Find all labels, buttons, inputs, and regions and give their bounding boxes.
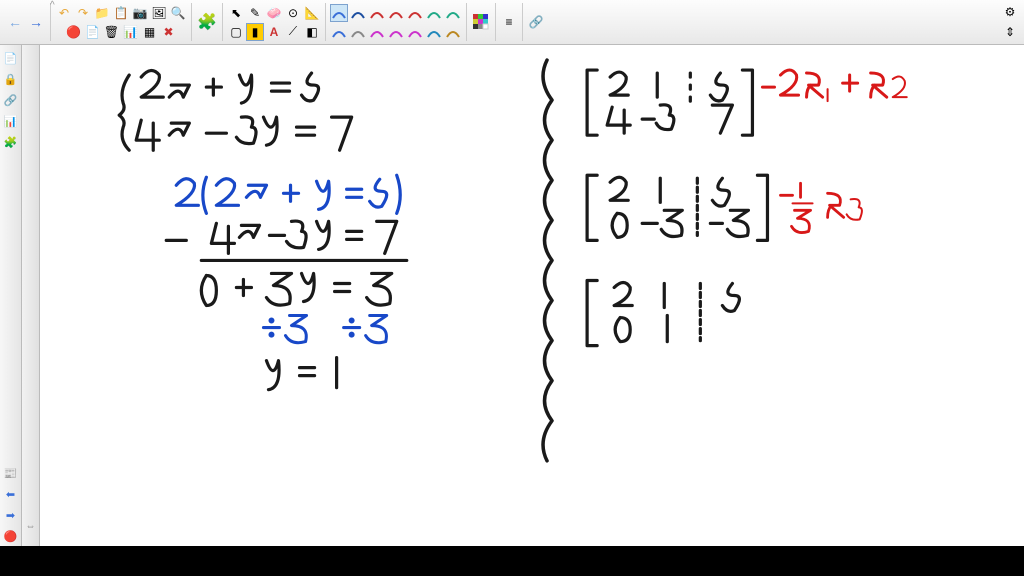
fill-tool[interactable]: ◧ — [303, 23, 321, 41]
pen-blue-2[interactable] — [349, 4, 367, 22]
pen-magenta-2[interactable] — [387, 23, 405, 41]
link-icon[interactable]: 🔗 — [527, 13, 545, 31]
clear-icon[interactable]: 🗑 — [103, 23, 121, 41]
pointer-tool[interactable]: ⬉ — [227, 4, 245, 22]
ruler-tool[interactable]: 📐 — [303, 4, 321, 22]
clipboard-icon[interactable]: 📋 — [112, 4, 130, 22]
pen-cyan[interactable] — [425, 23, 443, 41]
shape-tool[interactable]: ▢ — [227, 23, 245, 41]
resize-icon[interactable]: ⇕ — [1001, 23, 1019, 41]
pencil-tool[interactable]: ✎ — [246, 4, 264, 22]
palette-icon[interactable] — [471, 12, 491, 32]
forward-button[interactable]: → — [26, 12, 46, 32]
pen-red-1[interactable] — [368, 4, 386, 22]
pen-swatches-row2 — [330, 23, 462, 41]
whiteboard-canvas[interactable] — [40, 45, 1024, 546]
brush-tool[interactable]: ⟋ — [284, 23, 302, 41]
options-icon[interactable]: ≡ — [500, 13, 518, 31]
lasso-tool[interactable]: ⊙ — [284, 4, 302, 22]
text-tool[interactable]: A — [265, 23, 283, 41]
sb-doc-icon[interactable]: 📰 — [2, 464, 20, 482]
page-icon[interactable]: 📄 — [84, 23, 102, 41]
browse-icon[interactable]: 🔍 — [169, 4, 187, 22]
chart-icon[interactable]: 📊 — [122, 23, 140, 41]
handwriting-svg — [40, 45, 1024, 546]
pen-red-3[interactable] — [406, 4, 424, 22]
sb-puzzle-icon[interactable]: 🧩 — [2, 133, 20, 151]
redo-button[interactable]: ↷ — [74, 4, 92, 22]
sb-next-icon[interactable]: ➡ — [2, 506, 20, 524]
grid-icon[interactable]: ▦ — [141, 23, 159, 41]
bottom-bar — [0, 546, 1024, 576]
secondary-sidebar: ^ ⇔ — [22, 45, 40, 546]
record-icon[interactable]: 🔴 — [65, 23, 83, 41]
pen-green-1[interactable] — [425, 4, 443, 22]
pen-red-2[interactable] — [387, 4, 405, 22]
close-icon[interactable]: ✖ — [160, 23, 178, 41]
sb-lock-icon[interactable]: 🔒 — [2, 70, 20, 88]
main-toolbar: ← → ↶ ↷ 📁 📋 📷 🖼 🔍 🔴 📄 🗑 📊 ▦ ✖ — [0, 0, 1024, 45]
pen-blue-1[interactable] — [330, 4, 348, 22]
pen-magenta-1[interactable] — [368, 23, 386, 41]
gear-icon[interactable]: ⚙ — [1001, 3, 1019, 21]
undo-button[interactable]: ↶ — [55, 4, 73, 22]
pen-magenta-3[interactable] — [406, 23, 424, 41]
image-icon[interactable]: 🖼 — [150, 4, 168, 22]
folder-icon[interactable]: 📁 — [93, 4, 111, 22]
sb-chart-icon[interactable]: 📊 — [2, 112, 20, 130]
sb-page-icon[interactable]: 📄 — [2, 49, 20, 67]
left-sidebar: 📄 🔒 🔗 📊 🧩 📰 ⬅ ➡ 🔴 — [0, 45, 22, 546]
back-button[interactable]: ← — [5, 12, 25, 32]
highlighter-tool[interactable]: ▮ — [246, 23, 264, 41]
eraser-tool[interactable]: 🧼 — [265, 4, 283, 22]
sb-rec-icon[interactable]: 🔴 — [2, 527, 20, 545]
pen-swatches-row1 — [330, 4, 462, 22]
pen-blue-3[interactable] — [330, 23, 348, 41]
pen-gray[interactable] — [349, 23, 367, 41]
puzzle-icon[interactable]: 🧩 — [196, 11, 218, 33]
pen-orange[interactable] — [444, 23, 462, 41]
camera-icon[interactable]: 📷 — [131, 4, 149, 22]
pen-green-2[interactable] — [444, 4, 462, 22]
ruler-marker: ^ — [50, 0, 55, 11]
sb-link-icon[interactable]: 🔗 — [2, 91, 20, 109]
expand-handle[interactable]: ⇔ — [22, 506, 39, 546]
sb-prev-icon[interactable]: ⬅ — [2, 485, 20, 503]
